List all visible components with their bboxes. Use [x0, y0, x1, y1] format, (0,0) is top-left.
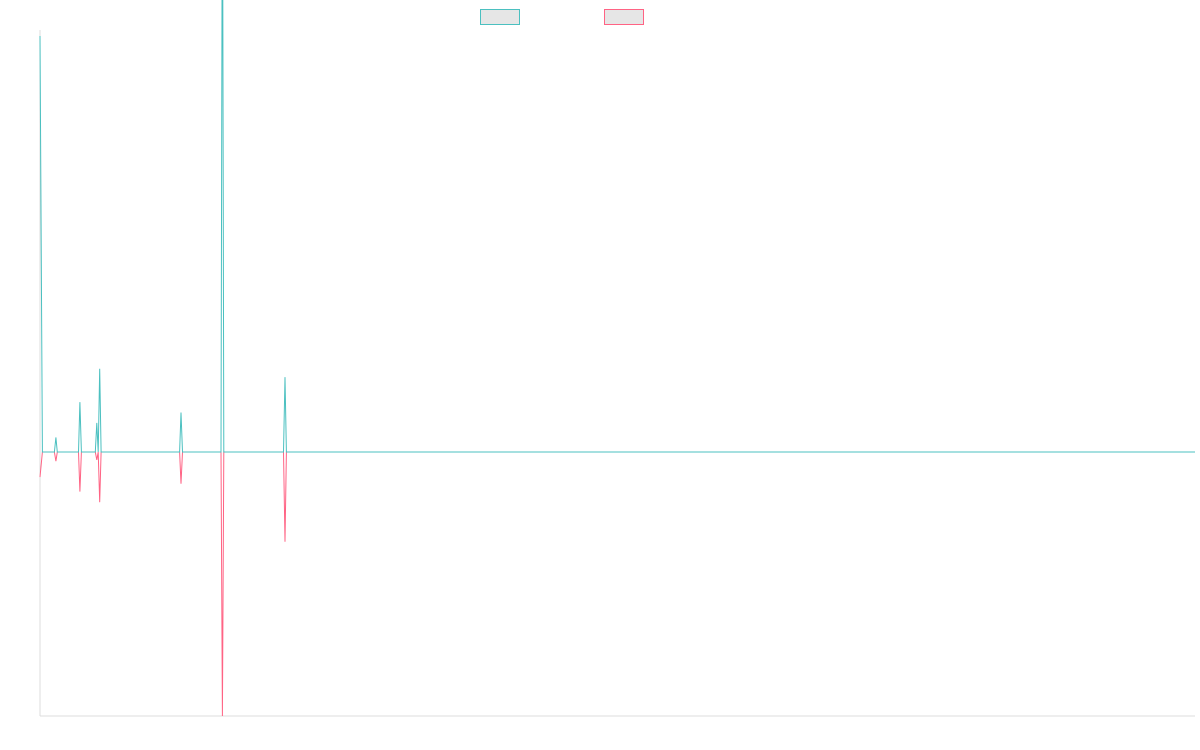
legend-swatch-pink[interactable] [604, 9, 644, 25]
series-layer [39, 0, 1195, 717]
series-line-pink [39, 451, 1195, 717]
series-line-teal [39, 0, 1195, 453]
legend-swatch-teal[interactable] [480, 9, 520, 25]
